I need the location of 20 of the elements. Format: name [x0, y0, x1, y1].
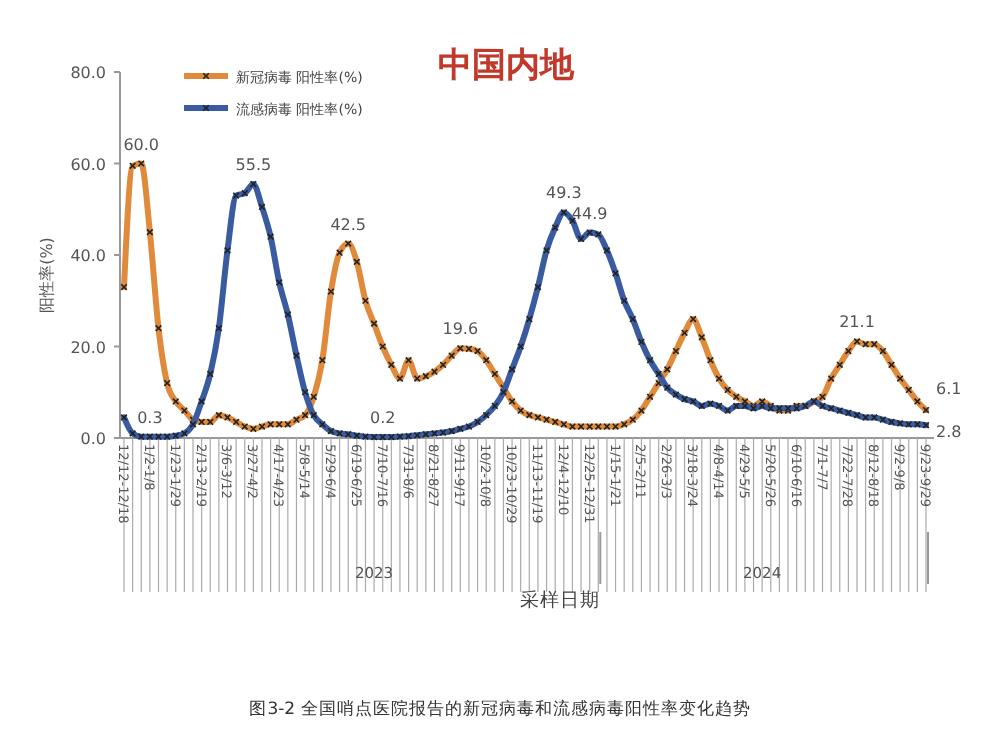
y-tick-label: 0.0: [80, 430, 106, 448]
caption: 图3-2 全国哨点医院报告的新冠病毒和流感病毒阳性率变化趋势: [249, 698, 751, 720]
y-tick-label: 80.0: [70, 64, 106, 82]
chart-title: 中国内地: [438, 46, 576, 86]
data-label: 44.9: [571, 204, 608, 223]
data-label: 60.0: [123, 135, 160, 154]
y-tick-label: 20.0: [70, 338, 106, 357]
data-label: 19.6: [442, 320, 479, 339]
data-label: 0.3: [137, 408, 163, 427]
data-label: 55.5: [235, 156, 272, 175]
data-label: 21.1: [839, 313, 875, 332]
y-tick-label: 40.0: [70, 247, 106, 265]
data-label: 42.5: [330, 215, 367, 234]
data-label: 0.2: [369, 409, 396, 428]
y-tick-label: 60.0: [70, 155, 106, 174]
data-label: 6.1: [936, 380, 962, 399]
data-label: 2.8: [936, 423, 962, 442]
x-axis-title: 采样日期: [520, 588, 600, 612]
y-axis-title: 阳性率(%): [38, 237, 56, 313]
data-label: 49.3: [545, 184, 582, 203]
